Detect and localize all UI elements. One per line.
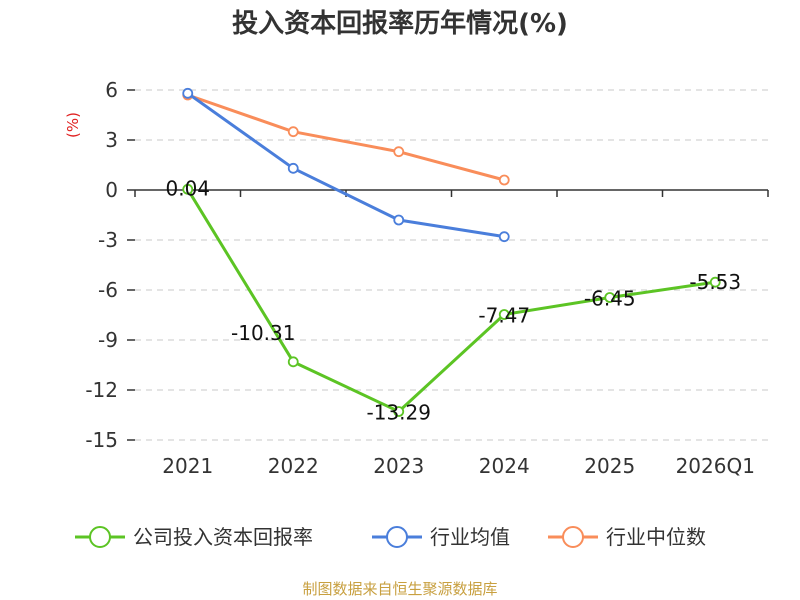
legend-item: 行业中位数 bbox=[548, 525, 706, 549]
data-point bbox=[287, 162, 299, 174]
axis-layer: 6 3 0 -3 -6 -9 -12 -15 2021 2022 2023 2024 2025 2026Q… bbox=[85, 78, 769, 478]
y-tick-label: 6 bbox=[105, 78, 118, 102]
y-tick-label: 3 bbox=[105, 128, 118, 152]
data-point bbox=[393, 406, 405, 417]
y-axis-unit: (%) bbox=[64, 112, 82, 138]
legend-label: 公司投入资本回报率 bbox=[133, 525, 313, 549]
x-tick-label: 2023 bbox=[373, 454, 424, 478]
data-point bbox=[604, 292, 616, 303]
y-tick-label: -9 bbox=[98, 328, 118, 352]
y-tick-label: -6 bbox=[98, 278, 118, 302]
legend-label: 行业中位数 bbox=[606, 525, 706, 549]
data-label: -10.31 bbox=[231, 321, 295, 345]
y-tick-label: -3 bbox=[98, 228, 118, 252]
data-point bbox=[287, 356, 299, 368]
data-point bbox=[498, 174, 510, 186]
grid-layer bbox=[135, 89, 768, 441]
x-tick-label: 2026Q1 bbox=[676, 454, 755, 478]
y-tick-label: -12 bbox=[85, 378, 118, 402]
source-note: 制图数据来自恒生聚源数据库 bbox=[302, 580, 497, 598]
legend-label: 行业均值 bbox=[430, 525, 510, 549]
series-line bbox=[187, 93, 505, 182]
series-0 bbox=[182, 183, 721, 417]
data-point bbox=[182, 87, 194, 99]
data-label: -5.53 bbox=[689, 270, 741, 294]
x-tick-label: 2021 bbox=[162, 454, 213, 478]
series-line bbox=[186, 188, 716, 413]
legend-item: 行业均值 bbox=[372, 525, 510, 549]
data-point bbox=[393, 214, 405, 226]
series-2 bbox=[182, 89, 510, 186]
legend-swatch-marker bbox=[562, 526, 584, 548]
data-label: -13.29 bbox=[367, 401, 431, 425]
data-label: -6.45 bbox=[584, 287, 636, 311]
data-point bbox=[498, 309, 510, 320]
data-label: 0.04 bbox=[165, 176, 210, 200]
series-line bbox=[186, 92, 505, 239]
data-point bbox=[182, 183, 194, 195]
data-point bbox=[393, 146, 405, 158]
legend-swatch-marker bbox=[89, 526, 111, 548]
chart-title: 投入资本回报率历年情况(%) bbox=[232, 8, 568, 39]
series-1 bbox=[182, 87, 510, 243]
data-point bbox=[287, 126, 299, 138]
data-point bbox=[498, 231, 510, 243]
legend: 公司投入资本回报率 行业均值 行业中位数 bbox=[75, 525, 706, 549]
legend-swatch-marker bbox=[386, 526, 408, 548]
x-tick-label: 2022 bbox=[268, 454, 319, 478]
y-tick-label: 0 bbox=[105, 178, 118, 202]
data-point bbox=[709, 276, 721, 288]
series-layer bbox=[182, 87, 721, 417]
legend-item: 公司投入资本回报率 bbox=[75, 525, 313, 549]
data-label: -7.47 bbox=[478, 304, 530, 328]
x-tick-label: 2024 bbox=[479, 454, 530, 478]
x-tick-label: 2025 bbox=[584, 454, 635, 478]
y-tick-label: -15 bbox=[85, 428, 118, 452]
data-label-layer: 0.04 -10.31 -13.29 -7.47 -6.45 -5.53 bbox=[165, 176, 741, 424]
